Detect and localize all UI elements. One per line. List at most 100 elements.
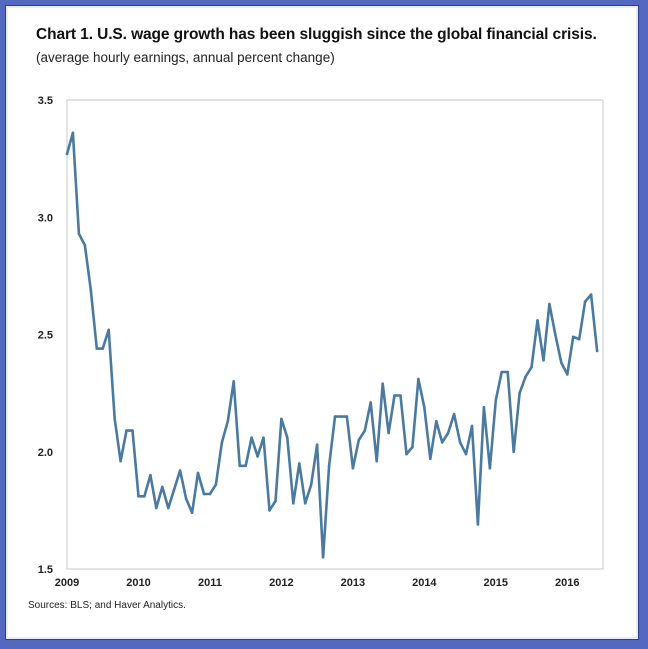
- data-point: [476, 523, 480, 526]
- chart-title: Chart 1. U.S. wage growth has been slugg…: [36, 26, 597, 43]
- x-tick-label: 2013: [341, 577, 365, 589]
- data-point: [488, 466, 492, 470]
- data-point: [125, 429, 128, 432]
- data-point: [417, 377, 420, 381]
- data-point: [357, 438, 361, 442]
- data-point: [196, 471, 200, 475]
- data-point: [548, 302, 551, 306]
- data-point: [309, 483, 313, 486]
- data-point: [256, 455, 259, 458]
- data-point: [351, 466, 355, 470]
- data-point: [113, 417, 116, 421]
- data-point: [71, 131, 75, 135]
- data-point: [518, 391, 521, 395]
- data-point: [536, 319, 539, 322]
- data-point: [214, 483, 218, 486]
- data-point: [303, 502, 307, 505]
- data-point: [202, 492, 206, 496]
- y-tick-label: 3.5: [38, 95, 53, 107]
- data-point: [232, 380, 235, 383]
- x-tick-label: 2015: [484, 577, 508, 589]
- data-point: [107, 328, 110, 332]
- data-point: [286, 436, 289, 440]
- data-point: [333, 415, 337, 418]
- data-point: [327, 464, 331, 468]
- data-point: [184, 497, 188, 500]
- data-point: [238, 464, 241, 468]
- y-axis: 3.5 3.0 2.5 2.0 1.5: [38, 95, 53, 576]
- data-point: [83, 244, 87, 247]
- data-point: [524, 375, 527, 379]
- plot-area: [66, 99, 604, 570]
- data-point: [458, 441, 462, 444]
- data-point: [387, 431, 390, 435]
- data-point: [500, 370, 504, 374]
- data-point: [119, 459, 122, 463]
- data-point: [155, 506, 158, 510]
- x-tick-label: 2011: [198, 577, 222, 589]
- x-axis: 2009 2010 2011 2012 2013 2014 2015 2016: [55, 577, 580, 589]
- x-tick-label: 2010: [126, 577, 150, 589]
- data-point: [566, 373, 569, 376]
- data-point: [244, 464, 247, 468]
- data-point: [137, 495, 140, 498]
- data-point: [363, 429, 367, 432]
- data-point: [65, 152, 69, 156]
- data-point: [423, 405, 426, 409]
- data-point: [339, 415, 343, 418]
- data-point: [452, 412, 456, 416]
- data-point: [369, 401, 373, 404]
- data-point: [262, 436, 265, 440]
- data-point: [583, 300, 587, 304]
- data-point: [149, 473, 152, 477]
- data-point: [226, 420, 230, 423]
- data-point: [298, 462, 301, 465]
- chart-subtitle: (average hourly earnings, annual percent…: [36, 50, 335, 65]
- data-point: [435, 420, 438, 423]
- x-tick-label: 2016: [555, 577, 579, 589]
- data-point: [161, 485, 164, 489]
- x-tick-label: 2014: [412, 577, 437, 589]
- data-point: [381, 382, 385, 386]
- y-tick-label: 1.5: [38, 564, 53, 576]
- data-point: [178, 469, 182, 472]
- data-point: [190, 511, 194, 514]
- data-point: [167, 506, 170, 510]
- data-point: [95, 347, 99, 350]
- wage-growth-line: [65, 131, 599, 559]
- data-point: [512, 450, 515, 454]
- data-point: [220, 441, 224, 444]
- x-tick-label: 2012: [269, 577, 293, 589]
- data-point: [399, 394, 402, 397]
- data-point: [589, 293, 593, 296]
- data-point: [89, 288, 93, 292]
- data-point: [268, 509, 271, 512]
- data-point: [274, 499, 277, 503]
- data-point: [560, 361, 563, 364]
- data-point: [280, 417, 283, 421]
- data-point: [440, 441, 444, 444]
- data-point: [554, 333, 557, 336]
- chart-source: Sources: BLS; and Haver Analytics.: [28, 600, 186, 611]
- data-point: [321, 556, 325, 559]
- y-tick-label: 2.5: [38, 330, 53, 342]
- data-point: [375, 459, 379, 463]
- data-point: [494, 398, 498, 402]
- data-point: [101, 347, 104, 350]
- data-point: [482, 405, 486, 409]
- data-point: [595, 349, 599, 353]
- data-point: [250, 436, 253, 440]
- data-point: [172, 488, 176, 491]
- data-point: [446, 431, 450, 435]
- data-points: [65, 131, 599, 559]
- data-point: [143, 495, 146, 498]
- y-tick-label: 2.0: [38, 447, 53, 459]
- data-point: [411, 445, 414, 449]
- data-point: [571, 335, 575, 339]
- y-tick-label: 3.0: [38, 212, 53, 224]
- data-point: [542, 359, 545, 362]
- data-point: [405, 452, 408, 456]
- data-point: [530, 366, 533, 369]
- data-point: [345, 415, 349, 418]
